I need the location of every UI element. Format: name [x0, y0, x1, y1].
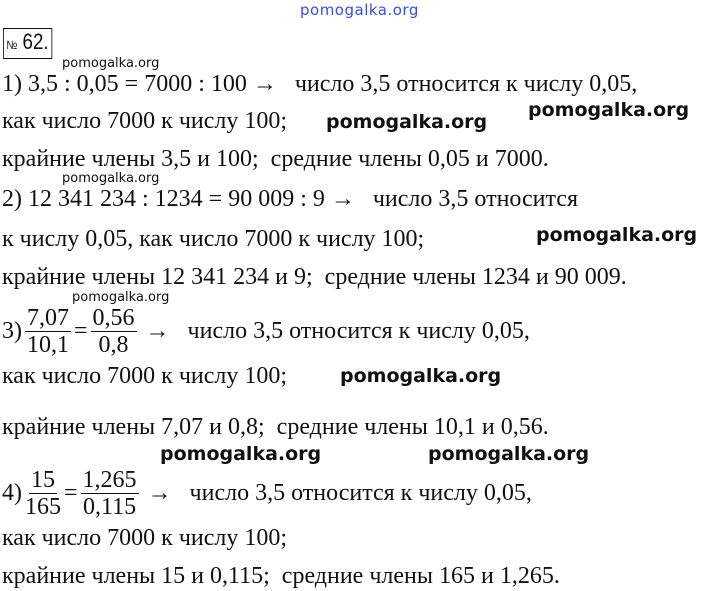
- watermark: pomogalka.org: [62, 56, 160, 71]
- line-6: крайние члены 12 341 234 и 9; средние чл…: [2, 264, 627, 290]
- watermark: pomogalka.org: [428, 443, 590, 465]
- watermark: pomogalka.org: [340, 365, 502, 387]
- line-11: как число 7000 к числу 100;: [2, 525, 288, 551]
- line-5: к числу 0,05, как число 7000 к числу 100…: [2, 226, 425, 252]
- fraction: 7,07 10,1: [25, 305, 71, 358]
- watermark: pomogalka.org: [300, 1, 419, 19]
- line-1: 1) 3,5 : 0,05 = 7000 : 100 → число 3,5 о…: [2, 71, 638, 97]
- line-10: 4) 15 165 = 1,265 0,115 → число 3,5 относи…: [2, 467, 532, 520]
- line-2: как число 7000 к числу 100;: [2, 108, 288, 134]
- watermark: pomogalka.org: [536, 224, 698, 246]
- line-8: как число 7000 к числу 100;: [2, 363, 288, 389]
- problem-number: № 62.: [3, 28, 52, 59]
- watermark: pomogalka.org: [160, 443, 322, 465]
- fraction: 1,265 0,115: [80, 467, 139, 520]
- line-7: 3) 7,07 10,1 = 0,56 0,8 → число 3,5 относи…: [2, 305, 530, 358]
- line-12: крайние члены 15 и 0,115; средние члены …: [2, 563, 560, 589]
- line-3: крайние члены 3,5 и 100; средние члены 0…: [2, 146, 549, 172]
- watermark: pomogalka.org: [62, 171, 160, 186]
- watermark: pomogalka.org: [326, 111, 488, 133]
- fraction: 0,56 0,8: [90, 305, 137, 358]
- line-9: крайние члены 7,07 и 0,8; средние члены …: [2, 414, 549, 440]
- fraction: 15 165: [25, 467, 61, 520]
- watermark: pomogalka.org: [72, 290, 170, 305]
- watermark: pomogalka.org: [528, 99, 690, 121]
- line-4: 2) 12 341 234 : 1234 = 90 009 : 9 → числ…: [2, 186, 578, 212]
